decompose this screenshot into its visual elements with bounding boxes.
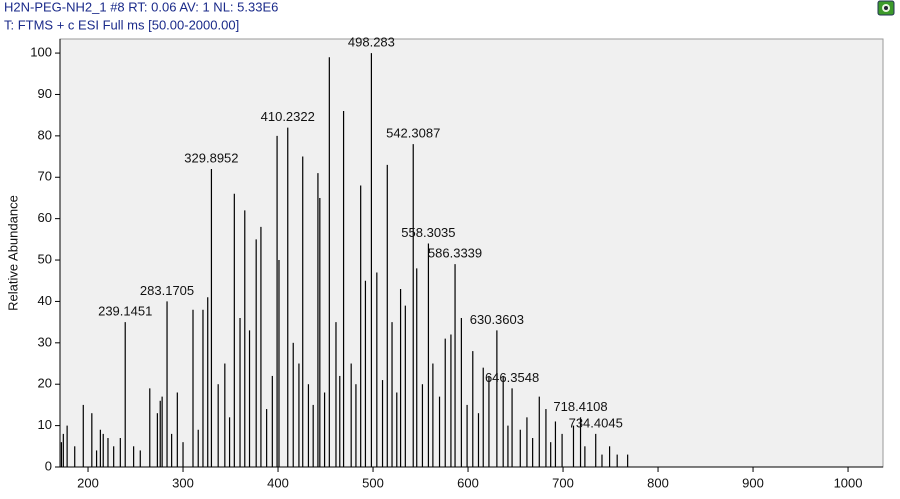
x-tick-label: 200 <box>77 475 99 490</box>
peak-label: 542.3087 <box>386 126 440 141</box>
x-tick-label: 800 <box>647 475 669 490</box>
y-tick-label: 80 <box>38 127 52 142</box>
peak-label: 558.3035 <box>401 225 455 240</box>
peak-label: 410.2322 <box>261 109 315 124</box>
y-axis-label: Relative Abundance <box>5 195 20 311</box>
x-tick-label: 700 <box>552 475 574 490</box>
chart-subtitle: T: FTMS + c ESI Full ms [50.00-2000.00] <box>4 17 239 32</box>
y-tick-label: 60 <box>38 210 52 225</box>
y-tick-label: 0 <box>45 458 52 473</box>
y-tick-label: 70 <box>38 169 52 184</box>
x-tick-label: 300 <box>172 475 194 490</box>
chart-title: H2N-PEG-NH2_1 #8 RT: 0.06 AV: 1 NL: 5.33… <box>4 0 278 14</box>
y-tick-label: 50 <box>38 251 52 266</box>
peak-label: 734.4045 <box>569 415 623 430</box>
x-tick-label: 600 <box>457 475 479 490</box>
y-tick-label: 30 <box>38 334 52 349</box>
x-tick-label: 500 <box>362 475 384 490</box>
x-tick-label: 1000 <box>834 475 863 490</box>
y-tick-label: 90 <box>38 86 52 101</box>
peak-label: 239.1451 <box>98 304 152 319</box>
plot-area <box>59 38 884 468</box>
peak-label: 283.1705 <box>140 283 194 298</box>
y-tick-label: 40 <box>38 293 52 308</box>
y-tick-label: 10 <box>38 417 52 432</box>
peak-label: 498.283 <box>348 35 395 50</box>
peak-label: 630.3603 <box>470 312 524 327</box>
status-icon <box>877 0 895 16</box>
y-tick-label: 20 <box>38 376 52 391</box>
peak-label: 329.8952 <box>184 150 238 165</box>
x-tick-label: 400 <box>267 475 289 490</box>
peak-label: 718.4108 <box>553 399 607 414</box>
x-tick-label: 900 <box>742 475 764 490</box>
y-tick-label: 100 <box>30 45 52 60</box>
peak-label: 586.3339 <box>428 246 482 261</box>
peak-label: 646.3548 <box>485 370 539 385</box>
